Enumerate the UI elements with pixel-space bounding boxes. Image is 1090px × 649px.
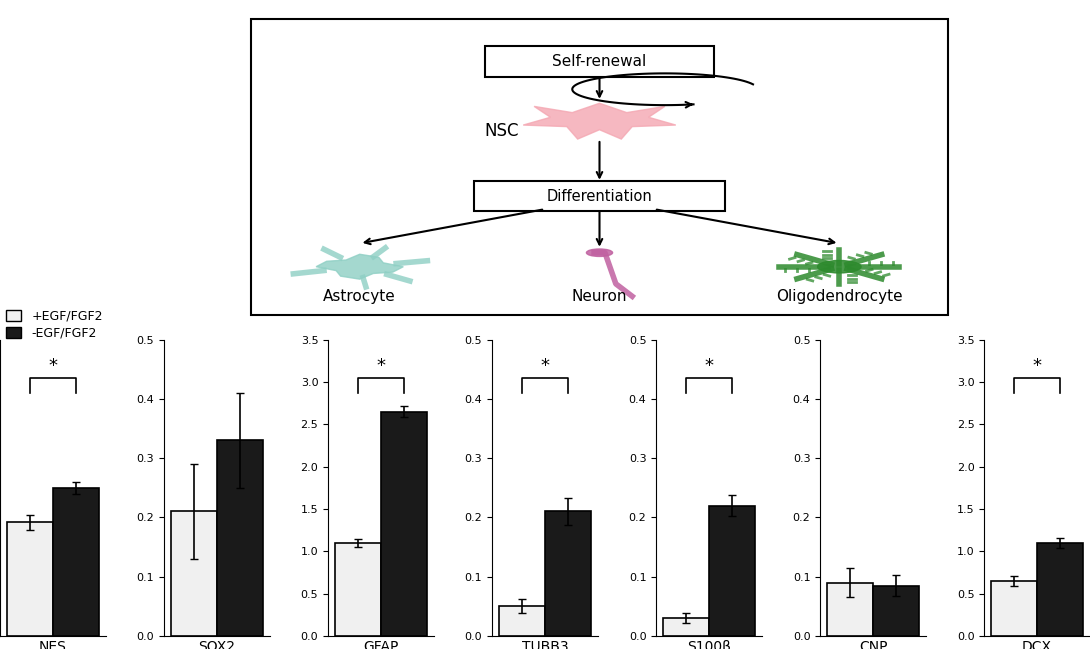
Text: *: * [48,357,58,375]
X-axis label: GFAP: GFAP [363,640,399,649]
Bar [171,511,217,636]
Text: *: * [704,357,714,375]
Bar [335,543,382,636]
Bar [499,606,545,636]
X-axis label: NES: NES [39,640,66,649]
X-axis label: TUBB3: TUBB3 [522,640,568,649]
Bar [826,583,873,636]
Text: Differentiation: Differentiation [546,189,653,204]
Bar [7,522,53,636]
X-axis label: DCX: DCX [1022,640,1052,649]
Text: Self-renewal: Self-renewal [553,54,646,69]
Bar [708,506,755,636]
Legend: +EGF/FGF2, -EGF/FGF2: +EGF/FGF2, -EGF/FGF2 [7,310,102,339]
Text: *: * [541,357,549,375]
Text: Oligodendrocyte: Oligodendrocyte [776,289,903,304]
Bar [663,618,709,636]
X-axis label: SOX2: SOX2 [198,640,235,649]
Circle shape [586,249,613,256]
FancyBboxPatch shape [485,45,714,77]
Text: Astrocyte: Astrocyte [324,289,396,304]
Text: *: * [1032,357,1042,375]
Circle shape [818,260,861,273]
Bar [545,511,591,636]
Text: NSC: NSC [484,122,519,140]
Polygon shape [316,254,403,279]
Polygon shape [523,103,676,139]
X-axis label: CNP: CNP [859,640,887,649]
FancyBboxPatch shape [474,181,725,211]
Bar [991,581,1037,636]
Bar [217,440,264,636]
Bar [53,488,99,636]
Bar [873,585,919,636]
Text: *: * [376,357,386,375]
Bar [382,411,427,636]
Text: Neuron: Neuron [572,289,627,304]
X-axis label: S100β: S100β [687,640,731,649]
Bar [1037,543,1083,636]
